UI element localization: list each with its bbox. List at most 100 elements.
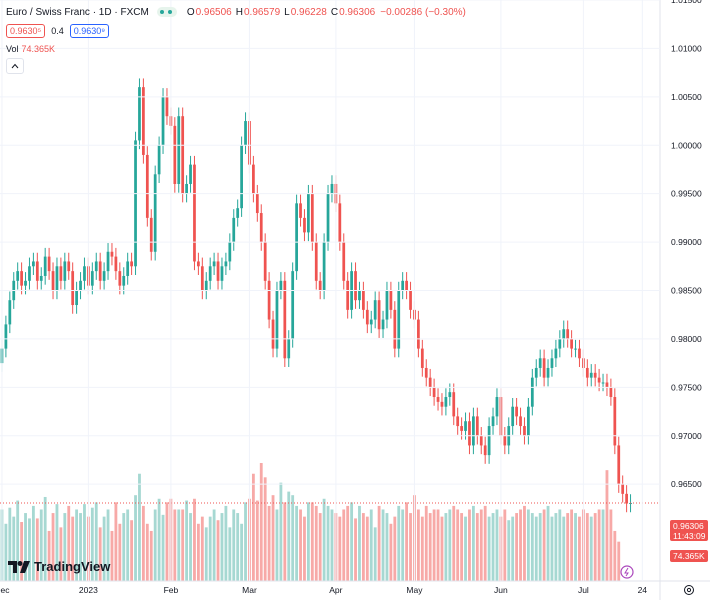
change-value: −0.00286 (−0.30%) <box>380 6 466 18</box>
candle-body <box>401 280 405 291</box>
candle-body <box>28 266 31 281</box>
candle-body <box>181 116 185 194</box>
candle-body <box>456 416 460 427</box>
logo-text: TradingView <box>34 559 111 574</box>
candle-body <box>236 208 240 218</box>
volume-bar <box>63 513 67 581</box>
candle-body <box>228 242 232 262</box>
candle-body <box>8 300 12 325</box>
volume-legend: Vol 74.365K <box>6 44 55 54</box>
price-axis[interactable]: 1.01500 1.01000 1.00500 1.00000 0.99500 0.990… <box>0 0 702 489</box>
candle-body <box>515 406 518 417</box>
low-label: L <box>284 6 290 18</box>
candle-body <box>55 266 59 291</box>
candle-body <box>617 445 621 485</box>
symbol-title[interactable]: Euro / Swiss Franc · 1D · FXCM <box>6 6 149 18</box>
volume-bar <box>523 505 526 581</box>
volume-bar <box>28 518 31 581</box>
candle-body <box>295 203 298 272</box>
volume-bar <box>141 505 145 581</box>
volume-bar <box>287 491 291 581</box>
volume-bar <box>475 513 479 581</box>
time-tick-label: Mar <box>242 585 257 595</box>
price-tick-label: 1.01500 <box>671 0 702 5</box>
volume-bar <box>83 504 86 581</box>
volume-bar <box>20 522 24 581</box>
volume-bar <box>244 502 247 581</box>
candle-body <box>16 271 20 281</box>
price-tick-label: 1.00500 <box>671 92 702 102</box>
candle-body <box>609 387 613 398</box>
candle-body <box>252 164 255 194</box>
candle-body <box>389 290 393 310</box>
candle-body <box>546 367 550 378</box>
volume-bar <box>566 513 570 581</box>
volume-bar <box>177 509 181 581</box>
volume-bar <box>358 505 361 581</box>
candle-body <box>362 290 365 310</box>
volume-badge: 74.365K <box>673 551 705 561</box>
volume-bar <box>55 504 59 581</box>
volume-bar <box>157 498 161 581</box>
volume-bar <box>511 516 515 581</box>
collapse-legend-button[interactable] <box>6 58 24 74</box>
candle-body <box>405 280 408 291</box>
volume-bar <box>267 505 271 581</box>
candle-body <box>460 426 463 431</box>
candle-body <box>98 261 102 281</box>
market-status-icon <box>156 7 177 17</box>
candle-body <box>43 256 47 276</box>
volume-bar <box>432 509 436 581</box>
price-tick-label: 0.99000 <box>671 237 702 247</box>
candle-body <box>444 397 448 407</box>
spread-value: 0.4 <box>51 26 64 36</box>
candle-body <box>377 300 381 330</box>
volume-bar <box>193 498 196 581</box>
candle-body <box>142 87 145 155</box>
sell-button[interactable]: 0.9630⁵ <box>6 24 46 38</box>
candle-body <box>255 193 259 214</box>
candle-body <box>271 319 275 349</box>
candle-body <box>63 261 67 281</box>
candle-body <box>365 309 369 325</box>
candle-body <box>381 319 385 330</box>
volume-bar <box>530 513 534 581</box>
candle-body <box>145 154 149 218</box>
candle-body <box>94 261 98 272</box>
candle-body <box>440 401 444 407</box>
volume-bar <box>39 509 43 581</box>
volume-bar <box>468 509 471 581</box>
candle-body <box>134 140 137 267</box>
time-axis[interactable]: Dec 2023 Feb Mar Apr May Jun Jul 24 <box>0 0 647 595</box>
candle-body <box>468 421 471 446</box>
candle-body <box>303 217 306 233</box>
candle-body <box>530 377 534 407</box>
candle-body <box>102 271 106 281</box>
volume-bar <box>373 527 377 581</box>
volume-bar <box>165 502 169 581</box>
volume-bar <box>597 509 601 581</box>
replay-icon[interactable] <box>620 565 634 579</box>
volume-label: Vol <box>6 44 19 54</box>
volume-bar <box>200 516 204 581</box>
volume-bar <box>346 505 350 581</box>
candle-body <box>157 145 161 175</box>
volume-bar <box>428 513 432 581</box>
open-value: 0.96506 <box>195 6 232 18</box>
volume-bar <box>401 509 405 581</box>
volume-bar <box>122 513 126 581</box>
candle-body <box>342 242 346 281</box>
buy-button[interactable]: 0.9630⁹ <box>69 24 110 38</box>
candle-body <box>110 251 114 257</box>
volume-bar <box>275 509 279 581</box>
volume-bar <box>330 509 334 581</box>
candle-body <box>130 261 133 267</box>
volume-bar <box>79 513 82 581</box>
settings-icon[interactable] <box>683 583 695 601</box>
volume-value-label: 74.365K <box>670 550 708 562</box>
volume-bar <box>251 473 255 581</box>
tradingview-logo[interactable]: TradingView <box>8 559 110 574</box>
candle-body <box>59 266 63 281</box>
candle-body <box>197 261 200 267</box>
